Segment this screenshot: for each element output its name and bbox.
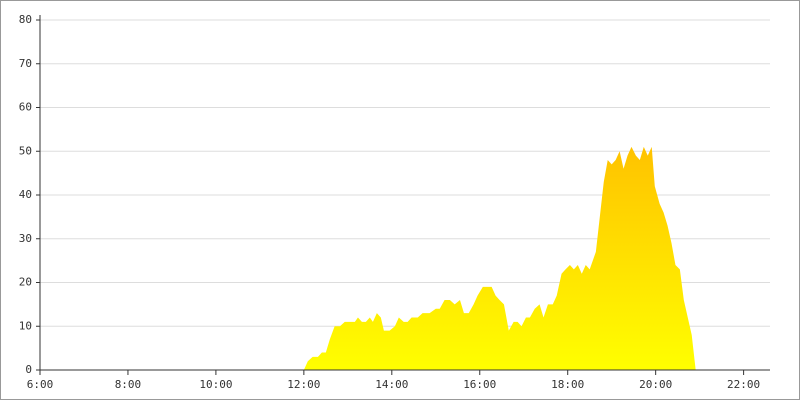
x-tick-label: 6:00: [27, 378, 54, 391]
y-tick-label: 50: [19, 144, 32, 157]
x-tick-label: 14:00: [375, 378, 408, 391]
x-tick-label: 12:00: [287, 378, 320, 391]
x-tick-label: 22:00: [727, 378, 760, 391]
x-tick-label: 8:00: [115, 378, 142, 391]
x-tick-label: 20:00: [639, 378, 672, 391]
y-tick-label: 10: [19, 319, 32, 332]
y-tick-label: 0: [25, 363, 32, 376]
y-tick-label: 40: [19, 188, 32, 201]
y-tick-label: 70: [19, 57, 32, 70]
area: [303, 146, 696, 370]
x-tick-label: 16:00: [463, 378, 496, 391]
x-tick-label: 18:00: [551, 378, 584, 391]
y-tick-label: 60: [19, 101, 32, 114]
y-tick-label: 20: [19, 276, 32, 289]
y-tick-label: 30: [19, 232, 32, 245]
y-tick-label: 80: [19, 13, 32, 26]
x-tick-label: 10:00: [199, 378, 232, 391]
